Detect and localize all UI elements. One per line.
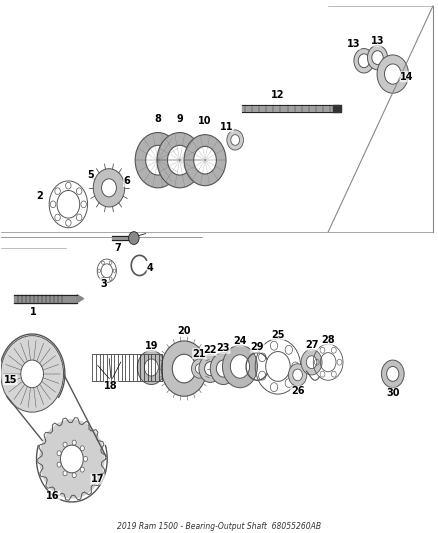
Text: 2019 Ram 1500 - Bearing-Output Shaft  68055260AB: 2019 Ram 1500 - Bearing-Output Shaft 680… xyxy=(117,522,321,531)
Circle shape xyxy=(216,360,230,377)
Circle shape xyxy=(223,345,258,387)
Circle shape xyxy=(231,135,240,146)
Circle shape xyxy=(80,446,85,451)
Text: 19: 19 xyxy=(145,341,158,351)
Text: 10: 10 xyxy=(198,116,212,126)
Circle shape xyxy=(199,355,222,382)
Circle shape xyxy=(145,359,158,376)
Circle shape xyxy=(102,179,117,197)
Circle shape xyxy=(1,336,64,412)
Circle shape xyxy=(227,130,244,150)
Circle shape xyxy=(358,54,370,68)
Polygon shape xyxy=(77,295,84,303)
Circle shape xyxy=(288,364,307,386)
Text: 29: 29 xyxy=(251,342,264,352)
Text: 15: 15 xyxy=(4,375,17,385)
Circle shape xyxy=(80,467,85,472)
Circle shape xyxy=(129,232,139,245)
Circle shape xyxy=(161,341,207,396)
Circle shape xyxy=(172,354,196,383)
Circle shape xyxy=(372,51,383,64)
Text: 17: 17 xyxy=(91,474,104,484)
Circle shape xyxy=(93,168,125,207)
Circle shape xyxy=(84,456,88,462)
Circle shape xyxy=(205,362,216,375)
Text: 13: 13 xyxy=(371,36,384,46)
Circle shape xyxy=(354,49,374,73)
Circle shape xyxy=(387,367,399,381)
Text: 3: 3 xyxy=(100,279,107,288)
Text: 26: 26 xyxy=(291,386,304,396)
Text: 21: 21 xyxy=(193,349,206,359)
Text: 16: 16 xyxy=(46,491,60,501)
Circle shape xyxy=(146,146,170,175)
Circle shape xyxy=(72,440,76,445)
Circle shape xyxy=(63,471,67,476)
Circle shape xyxy=(72,473,76,478)
Text: 9: 9 xyxy=(177,114,183,124)
Circle shape xyxy=(377,55,409,93)
Text: 12: 12 xyxy=(271,90,285,100)
Text: 18: 18 xyxy=(104,381,118,391)
Circle shape xyxy=(381,360,404,387)
Circle shape xyxy=(191,359,207,378)
Text: 23: 23 xyxy=(217,343,230,353)
Circle shape xyxy=(301,350,322,375)
Text: 11: 11 xyxy=(220,122,233,132)
Circle shape xyxy=(306,356,317,368)
Circle shape xyxy=(60,445,83,473)
Circle shape xyxy=(57,451,61,456)
Circle shape xyxy=(367,45,388,70)
Circle shape xyxy=(195,364,203,373)
Circle shape xyxy=(385,64,401,84)
Text: 22: 22 xyxy=(204,345,217,356)
Text: 20: 20 xyxy=(177,326,191,336)
Text: 2: 2 xyxy=(37,191,43,201)
Text: 25: 25 xyxy=(271,329,285,340)
Circle shape xyxy=(138,351,165,384)
Circle shape xyxy=(194,147,216,174)
Text: 28: 28 xyxy=(321,335,335,345)
Text: 7: 7 xyxy=(114,243,121,253)
Circle shape xyxy=(293,369,302,381)
Circle shape xyxy=(57,462,61,467)
Text: 6: 6 xyxy=(124,176,130,187)
Circle shape xyxy=(40,420,104,498)
Circle shape xyxy=(184,135,226,185)
Text: 27: 27 xyxy=(305,340,318,350)
Text: 8: 8 xyxy=(155,114,161,124)
Text: 5: 5 xyxy=(87,169,94,180)
Circle shape xyxy=(210,353,237,384)
Text: 24: 24 xyxy=(233,336,247,346)
Circle shape xyxy=(157,133,202,188)
Circle shape xyxy=(230,355,250,378)
Text: 14: 14 xyxy=(400,72,413,82)
Circle shape xyxy=(167,146,192,175)
Circle shape xyxy=(63,442,67,447)
Text: 4: 4 xyxy=(147,263,154,273)
Text: 1: 1 xyxy=(30,306,37,317)
Text: 30: 30 xyxy=(386,388,399,398)
Circle shape xyxy=(21,360,43,387)
Circle shape xyxy=(135,133,180,188)
Text: 13: 13 xyxy=(347,39,360,49)
